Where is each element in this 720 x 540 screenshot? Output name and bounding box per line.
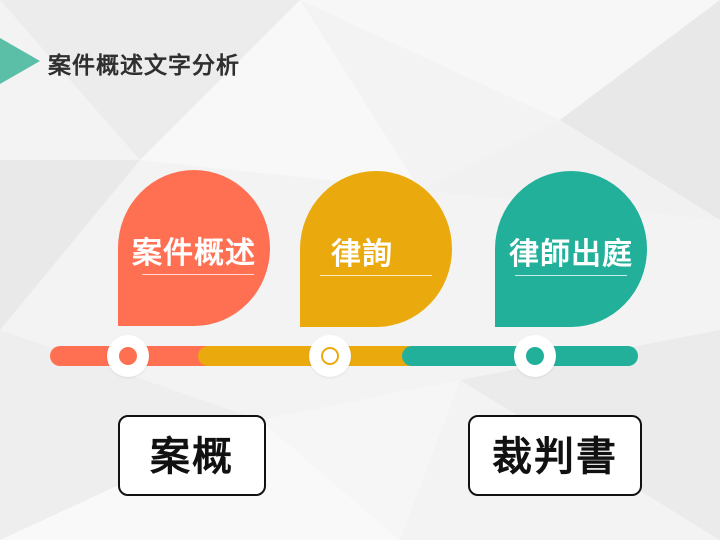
step-bubble-1: 案件概述 (118, 170, 270, 326)
step-underline-3 (515, 275, 627, 276)
title-marker-icon (0, 38, 40, 84)
timeline-node-1 (107, 335, 149, 377)
timeline-node-2 (309, 335, 351, 377)
step-underline-2 (320, 275, 432, 276)
timeline-node-3-center (526, 347, 544, 365)
step-label-1: 案件概述 (132, 236, 256, 271)
step-label-3: 律師出庭 (509, 237, 633, 272)
step-bubble-2: 律詢 (300, 171, 452, 327)
page-title: 案件概述文字分析 (48, 53, 240, 79)
case-summary-box: 案概 (118, 415, 266, 496)
step-bubble-3: 律師出庭 (495, 171, 647, 327)
step-underline-1 (142, 274, 254, 275)
timeline-node-2-center (321, 347, 339, 365)
timeline-node-1-center (119, 347, 137, 365)
step-label-2: 律詢 (331, 237, 393, 272)
timeline-node-3 (514, 335, 556, 377)
judgment-box: 裁判書 (468, 415, 642, 496)
